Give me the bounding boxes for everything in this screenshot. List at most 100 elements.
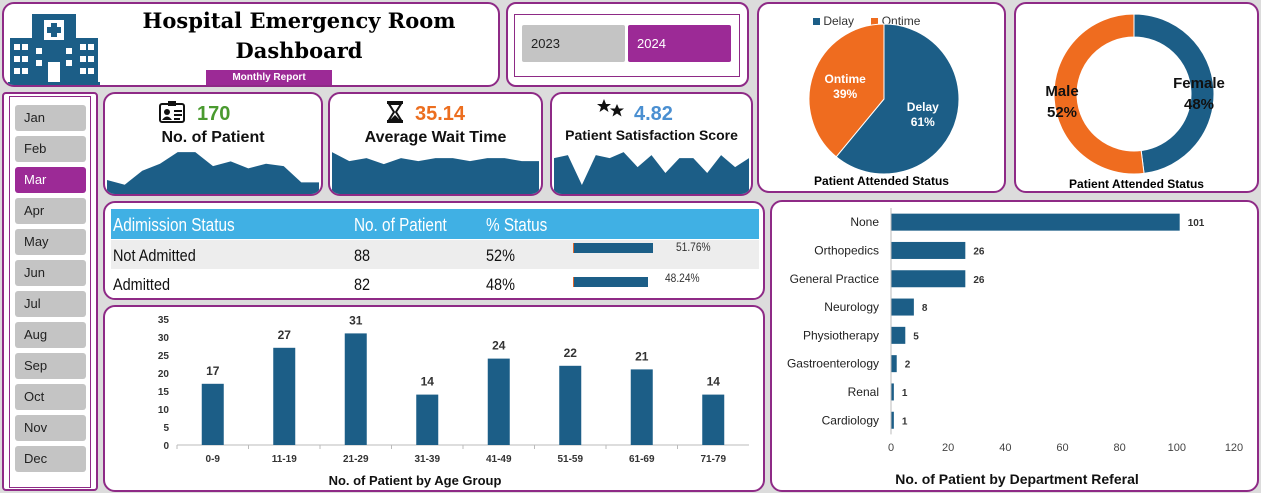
kpi-wait-sparkline [332,152,539,194]
month-button-jun[interactable]: Jun [15,260,86,286]
bar-value-label: 5 [913,331,919,342]
donut-label-male: Male [1045,83,1078,100]
month-button-jul[interactable]: Jul [15,291,86,317]
month-button-apr[interactable]: Apr [15,198,86,224]
bar-value-label: 1 [902,416,908,427]
admission-table-header: Adimission Status No. of Patient % Statu… [111,209,759,239]
bar-neurology [891,298,914,316]
patient-id-card-icon [159,101,185,128]
bar-gastroenterology [891,355,897,373]
y-tick-label: 10 [158,405,170,416]
y-category-label: Orthopedics [814,243,879,257]
x-tick-label: 120 [1225,442,1243,454]
bar-value-label: 8 [922,303,928,314]
bar-value-label: 14 [707,375,721,389]
y-category-label: Cardiology [822,413,879,427]
kpi-patients-label: No. of Patient [161,129,265,146]
sparkline-area [332,152,539,194]
bar-value-label: 21 [635,349,649,363]
month-button-feb[interactable]: Feb [15,136,86,162]
month-button-oct[interactable]: Oct [15,384,86,410]
x-tick-label: 51-59 [557,454,583,465]
cell-status: Admitted [113,275,171,294]
bar-31-39 [416,394,439,445]
donut-percent-male: 52% [1047,104,1077,121]
kpi-patients-sparkline [107,152,319,194]
age-group-chart-card: 0 5 10 15 20 25 30 35 17 0-9 27 11-19 31 21-29 14 31-39… [103,305,765,492]
month-button-mar[interactable]: Mar [15,167,86,193]
bar-value-label: 31 [349,313,363,327]
kpi-wait-value: 35.14 [415,103,466,125]
pie-percent-ontime: 39% [833,87,857,101]
bar-value-label: 14 [421,375,435,389]
department-chart-title: No. of Patient by Department Referal [895,471,1139,487]
x-tick-label: 20 [942,442,954,454]
legend-swatch-ontime [871,18,879,25]
x-tick-label: 61-69 [629,454,655,465]
cell-data-bar [573,243,654,253]
x-tick-label: 11-19 [272,454,297,465]
y-tick-label: 5 [163,423,169,434]
pie-label-ontime: Ontime [825,72,867,86]
cell-data-bar [573,277,648,287]
sparkline-area [554,152,749,194]
pie-slice-ontime [808,23,885,158]
month-button-sep[interactable]: Sep [15,353,86,379]
y-category-label: General Practice [790,272,880,286]
donut-slice-female [1133,13,1215,174]
x-tick-label: 0 [888,442,894,454]
bar-value-label: 1 [902,388,908,399]
bar-61-69 [630,369,653,445]
gender-donut-chart: Female 48% Male 52% [1045,13,1225,175]
bar-none [891,213,1180,231]
month-button-aug[interactable]: Aug [15,322,86,348]
x-tick-label: 80 [1114,442,1126,454]
x-tick-label: 31-39 [414,454,440,465]
cell-count: 82 [354,275,371,294]
bar-11-19 [273,347,296,445]
month-button-dec[interactable]: Dec [15,446,86,472]
y-tick-label: 0 [163,441,169,452]
col-header-pct: % Status [486,215,548,235]
x-tick-label: 0-9 [206,454,221,465]
y-tick-label: 20 [158,369,170,380]
year-button-2023[interactable]: 2023 [522,25,625,62]
cell-pct: 48% [486,275,515,294]
pie-label-delay: Delay [907,100,939,114]
month-button-jan[interactable]: Jan [15,105,86,131]
page-title-line1: Hospital Emergency Room [142,8,456,33]
stars-icon [597,98,625,125]
admission-table-card: Adimission Status No. of Patient % Statu… [103,201,765,300]
age-chart-title: No. of Patient by Age Group [329,473,502,488]
bar-value-label: 27 [278,328,292,342]
bar-51-59 [559,365,582,445]
y-tick-label: 35 [158,315,170,326]
bar-21-29 [344,333,367,445]
year-button-2024[interactable]: 2024 [628,25,731,62]
age-group-bar-chart: 0 5 10 15 20 25 30 35 17 0-9 27 11-19 31 21-29 14 31-39… [158,313,749,488]
bar-cardiology [891,411,894,429]
delay-pie-title: Patient Attended Status [814,174,949,188]
x-tick-label: 100 [1168,442,1186,454]
y-category-label: Neurology [824,300,879,314]
y-category-label: None [850,215,879,229]
kpi-wait-label: Average Wait Time [364,129,507,146]
department-chart-card: None 101 Orthopedics 26 General Practice 26 Ne… [770,200,1259,492]
gender-donut-title: Patient Attended Status [1069,177,1204,191]
bar-general-practice [891,270,966,288]
kpi-satisfaction-value: 4.82 [634,103,673,125]
bar-physiotherapy [891,326,906,344]
y-category-label: Renal [848,385,879,399]
y-tick-label: 15 [158,387,170,398]
month-button-nov[interactable]: Nov [15,415,86,441]
bar-orthopedics [891,241,966,259]
cell-count: 88 [354,246,371,265]
month-button-may[interactable]: May [15,229,86,255]
pie-percent-delay: 61% [911,115,935,129]
col-header-status: Adimission Status [113,215,235,235]
bar-41-49 [487,358,510,445]
hospital-icon [8,8,100,85]
y-category-label: Gastroenterology [787,357,879,371]
